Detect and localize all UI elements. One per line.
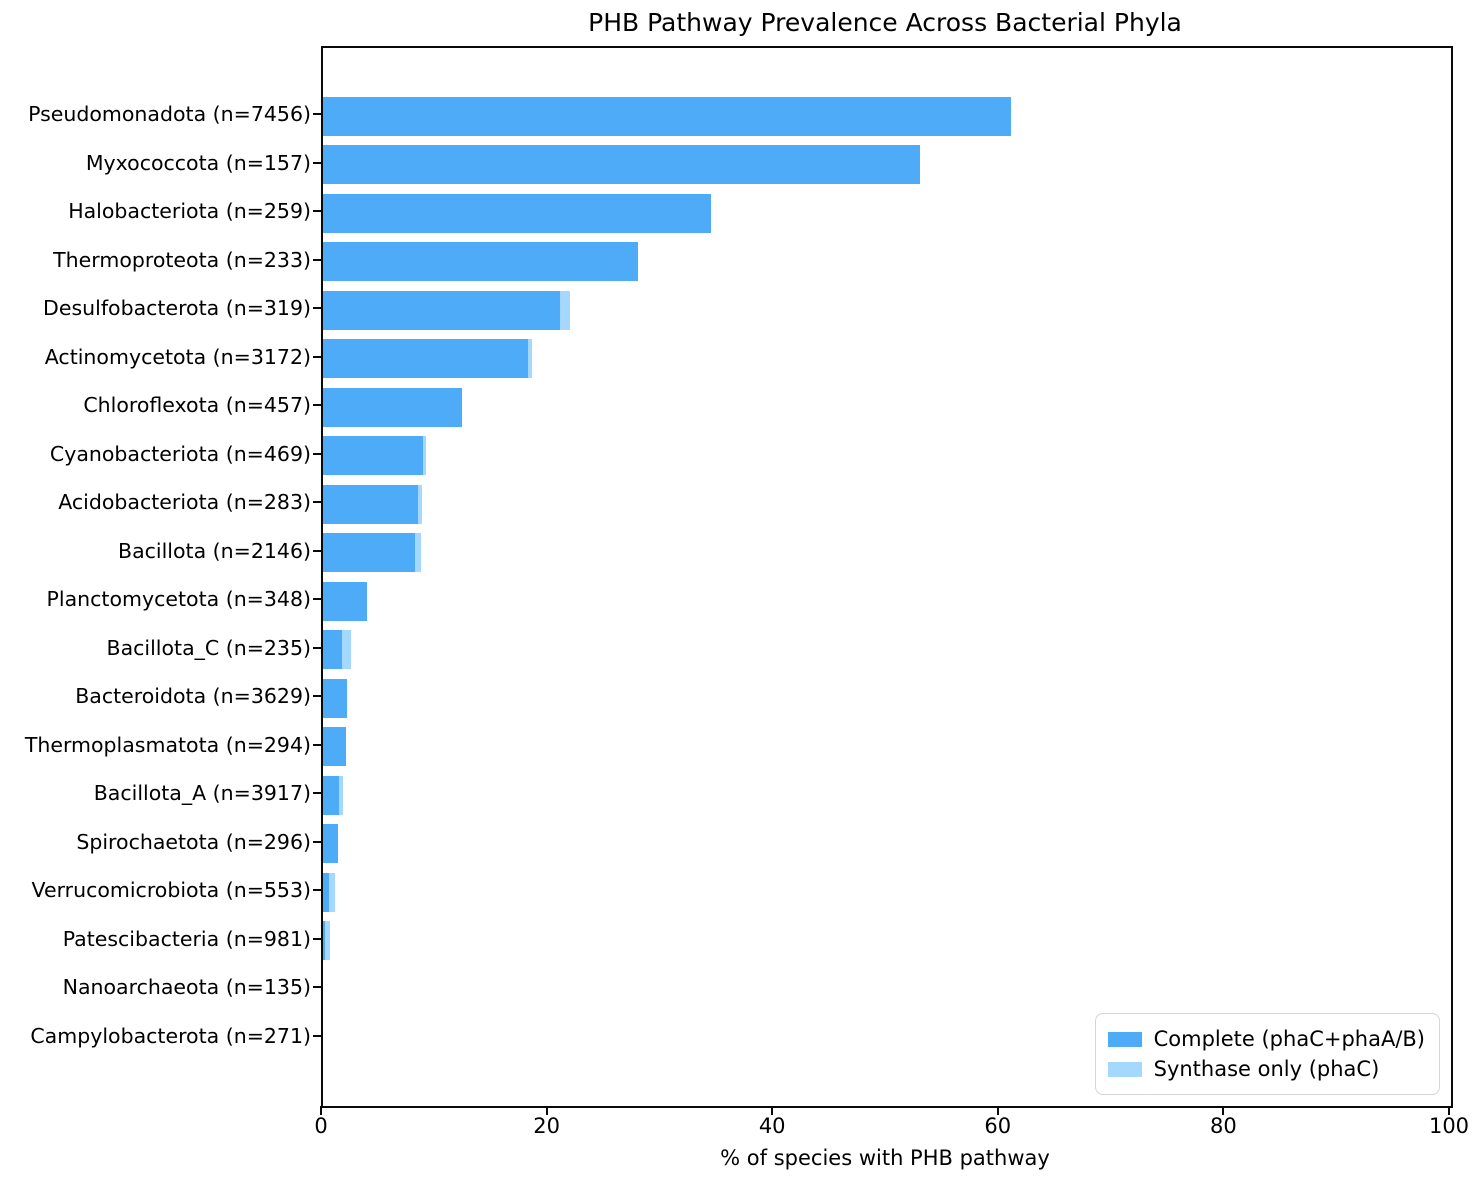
y-tick-mark <box>313 889 321 892</box>
category-label: Actinomycetota (n=3172) <box>44 344 311 369</box>
category-label: Desulfobacterota (n=319) <box>43 296 311 321</box>
bar-complete-segment <box>323 290 560 330</box>
category-label: Myxococcota (n=157) <box>85 150 311 175</box>
bar-synthase-segment <box>338 775 343 815</box>
category-label: Bacillota_A (n=3917) <box>93 781 311 806</box>
legend-entry: Complete (phaC+phaA/B) <box>1107 1024 1425 1054</box>
category-label: Nanoarchaeota (n=135) <box>62 975 311 1000</box>
category-label: Acidobacteriota (n=283) <box>58 490 311 515</box>
legend-swatch-synthase <box>1107 1061 1142 1077</box>
category-label: Pseudomonadota (n=7456) <box>28 102 311 127</box>
bar-synthase-segment <box>528 339 532 379</box>
bar-complete-segment <box>323 581 367 621</box>
y-tick-mark <box>313 307 321 310</box>
category-label: Chloroflexota (n=457) <box>83 393 311 418</box>
bar-complete-segment <box>323 775 339 815</box>
legend: Complete (phaC+phaA/B) Synthase only (pha… <box>1094 1013 1440 1095</box>
bar-complete-segment <box>323 96 1012 136</box>
bar-complete-segment <box>323 193 712 233</box>
x-tick-label: 40 <box>758 1114 786 1138</box>
y-tick-mark <box>313 598 321 601</box>
category-label: Thermoplasmatota (n=294) <box>24 732 311 757</box>
x-axis-label: % of species with PHB pathway <box>720 1146 1050 1170</box>
bar-complete-segment <box>323 630 343 670</box>
bar-complete-segment <box>323 339 529 379</box>
x-tick-label: 80 <box>1210 1114 1237 1138</box>
y-tick-mark <box>313 840 321 843</box>
bar-complete-segment <box>323 921 326 961</box>
y-tick-mark <box>313 792 321 795</box>
y-tick-mark <box>313 986 321 989</box>
category-label: Verrucomicrobiota (n=553) <box>31 878 311 903</box>
legend-entry: Synthase only (phaC) <box>1107 1054 1425 1084</box>
bar-synthase-segment <box>423 436 426 476</box>
y-tick-mark <box>313 646 321 649</box>
category-label: Cyanobacteriota (n=469) <box>49 441 311 466</box>
bar-synthase-segment <box>342 630 352 670</box>
bar-complete-segment <box>323 387 462 427</box>
y-tick-mark <box>313 258 321 261</box>
chart-title: PHB Pathway Prevalence Across Bacterial … <box>588 8 1182 37</box>
bar-complete-segment <box>323 484 418 524</box>
category-label: Patescibacteria (n=981) <box>62 926 311 951</box>
plot-area <box>321 46 1453 1108</box>
bar-complete-segment <box>323 533 416 573</box>
y-tick-mark <box>313 695 321 698</box>
y-tick-mark <box>313 113 321 116</box>
y-tick-mark <box>313 549 321 552</box>
bar-complete-segment <box>323 824 338 864</box>
y-tick-mark <box>313 210 321 213</box>
category-label: Campylobacterota (n=271) <box>30 1023 311 1048</box>
bar-complete-segment <box>323 727 346 767</box>
bar-synthase-segment <box>325 921 330 961</box>
bar-complete-segment <box>323 678 347 718</box>
x-tick-mark <box>771 1106 774 1115</box>
category-label: Spirochaetota (n=296) <box>76 829 311 854</box>
x-tick-label: 20 <box>533 1114 560 1138</box>
category-label: Halobacteriota (n=259) <box>68 199 311 224</box>
x-tick-label: 0 <box>314 1114 328 1138</box>
y-tick-mark <box>313 1034 321 1037</box>
y-tick-mark <box>313 404 321 407</box>
bar-synthase-segment <box>329 872 336 912</box>
bar-synthase-segment <box>559 290 571 330</box>
x-tick-mark <box>996 1106 999 1115</box>
x-tick-mark <box>320 1106 322 1115</box>
y-tick-mark <box>313 501 321 504</box>
bar-synthase-segment <box>417 484 423 524</box>
category-label: Bacillota_C (n=235) <box>106 635 312 660</box>
category-label: Thermoproteota (n=233) <box>53 247 311 272</box>
category-label: Bacillota (n=2146) <box>118 538 311 563</box>
x-tick-label: 60 <box>984 1114 1012 1138</box>
x-tick-mark <box>545 1106 548 1115</box>
legend-swatch-complete <box>1107 1031 1142 1047</box>
y-tick-mark <box>313 937 321 940</box>
legend-label: Synthase only (phaC) <box>1153 1057 1380 1081</box>
y-tick-mark <box>313 452 321 455</box>
y-tick-mark <box>313 161 321 164</box>
category-label: Planctomycetota (n=348) <box>46 587 311 612</box>
y-tick-mark <box>313 743 321 746</box>
category-label: Bacteroidota (n=3629) <box>75 684 311 709</box>
x-tick-mark <box>1222 1106 1225 1115</box>
bar-complete-segment <box>323 145 920 185</box>
legend-label: Complete (phaC+phaA/B) <box>1153 1027 1425 1051</box>
bar-complete-segment <box>323 242 638 282</box>
y-tick-mark <box>313 355 321 358</box>
x-tick-label: 100 <box>1428 1114 1470 1138</box>
bar-complete-segment <box>323 436 424 476</box>
bar-synthase-segment <box>415 533 422 573</box>
bar-complete-segment <box>323 872 330 912</box>
x-tick-mark <box>1448 1106 1450 1115</box>
